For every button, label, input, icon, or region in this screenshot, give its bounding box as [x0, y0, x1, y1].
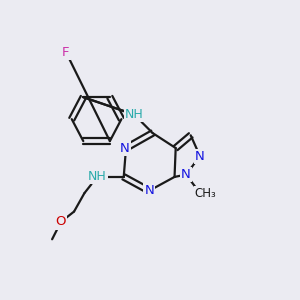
Text: CH₃: CH₃ — [195, 187, 217, 200]
Text: N: N — [181, 168, 191, 181]
Text: O: O — [56, 215, 66, 229]
Text: F: F — [62, 46, 70, 59]
Text: NH: NH — [125, 108, 143, 121]
Text: N: N — [144, 184, 154, 197]
Text: N: N — [195, 150, 205, 163]
Text: NH: NH — [88, 170, 106, 183]
Text: N: N — [120, 142, 130, 154]
